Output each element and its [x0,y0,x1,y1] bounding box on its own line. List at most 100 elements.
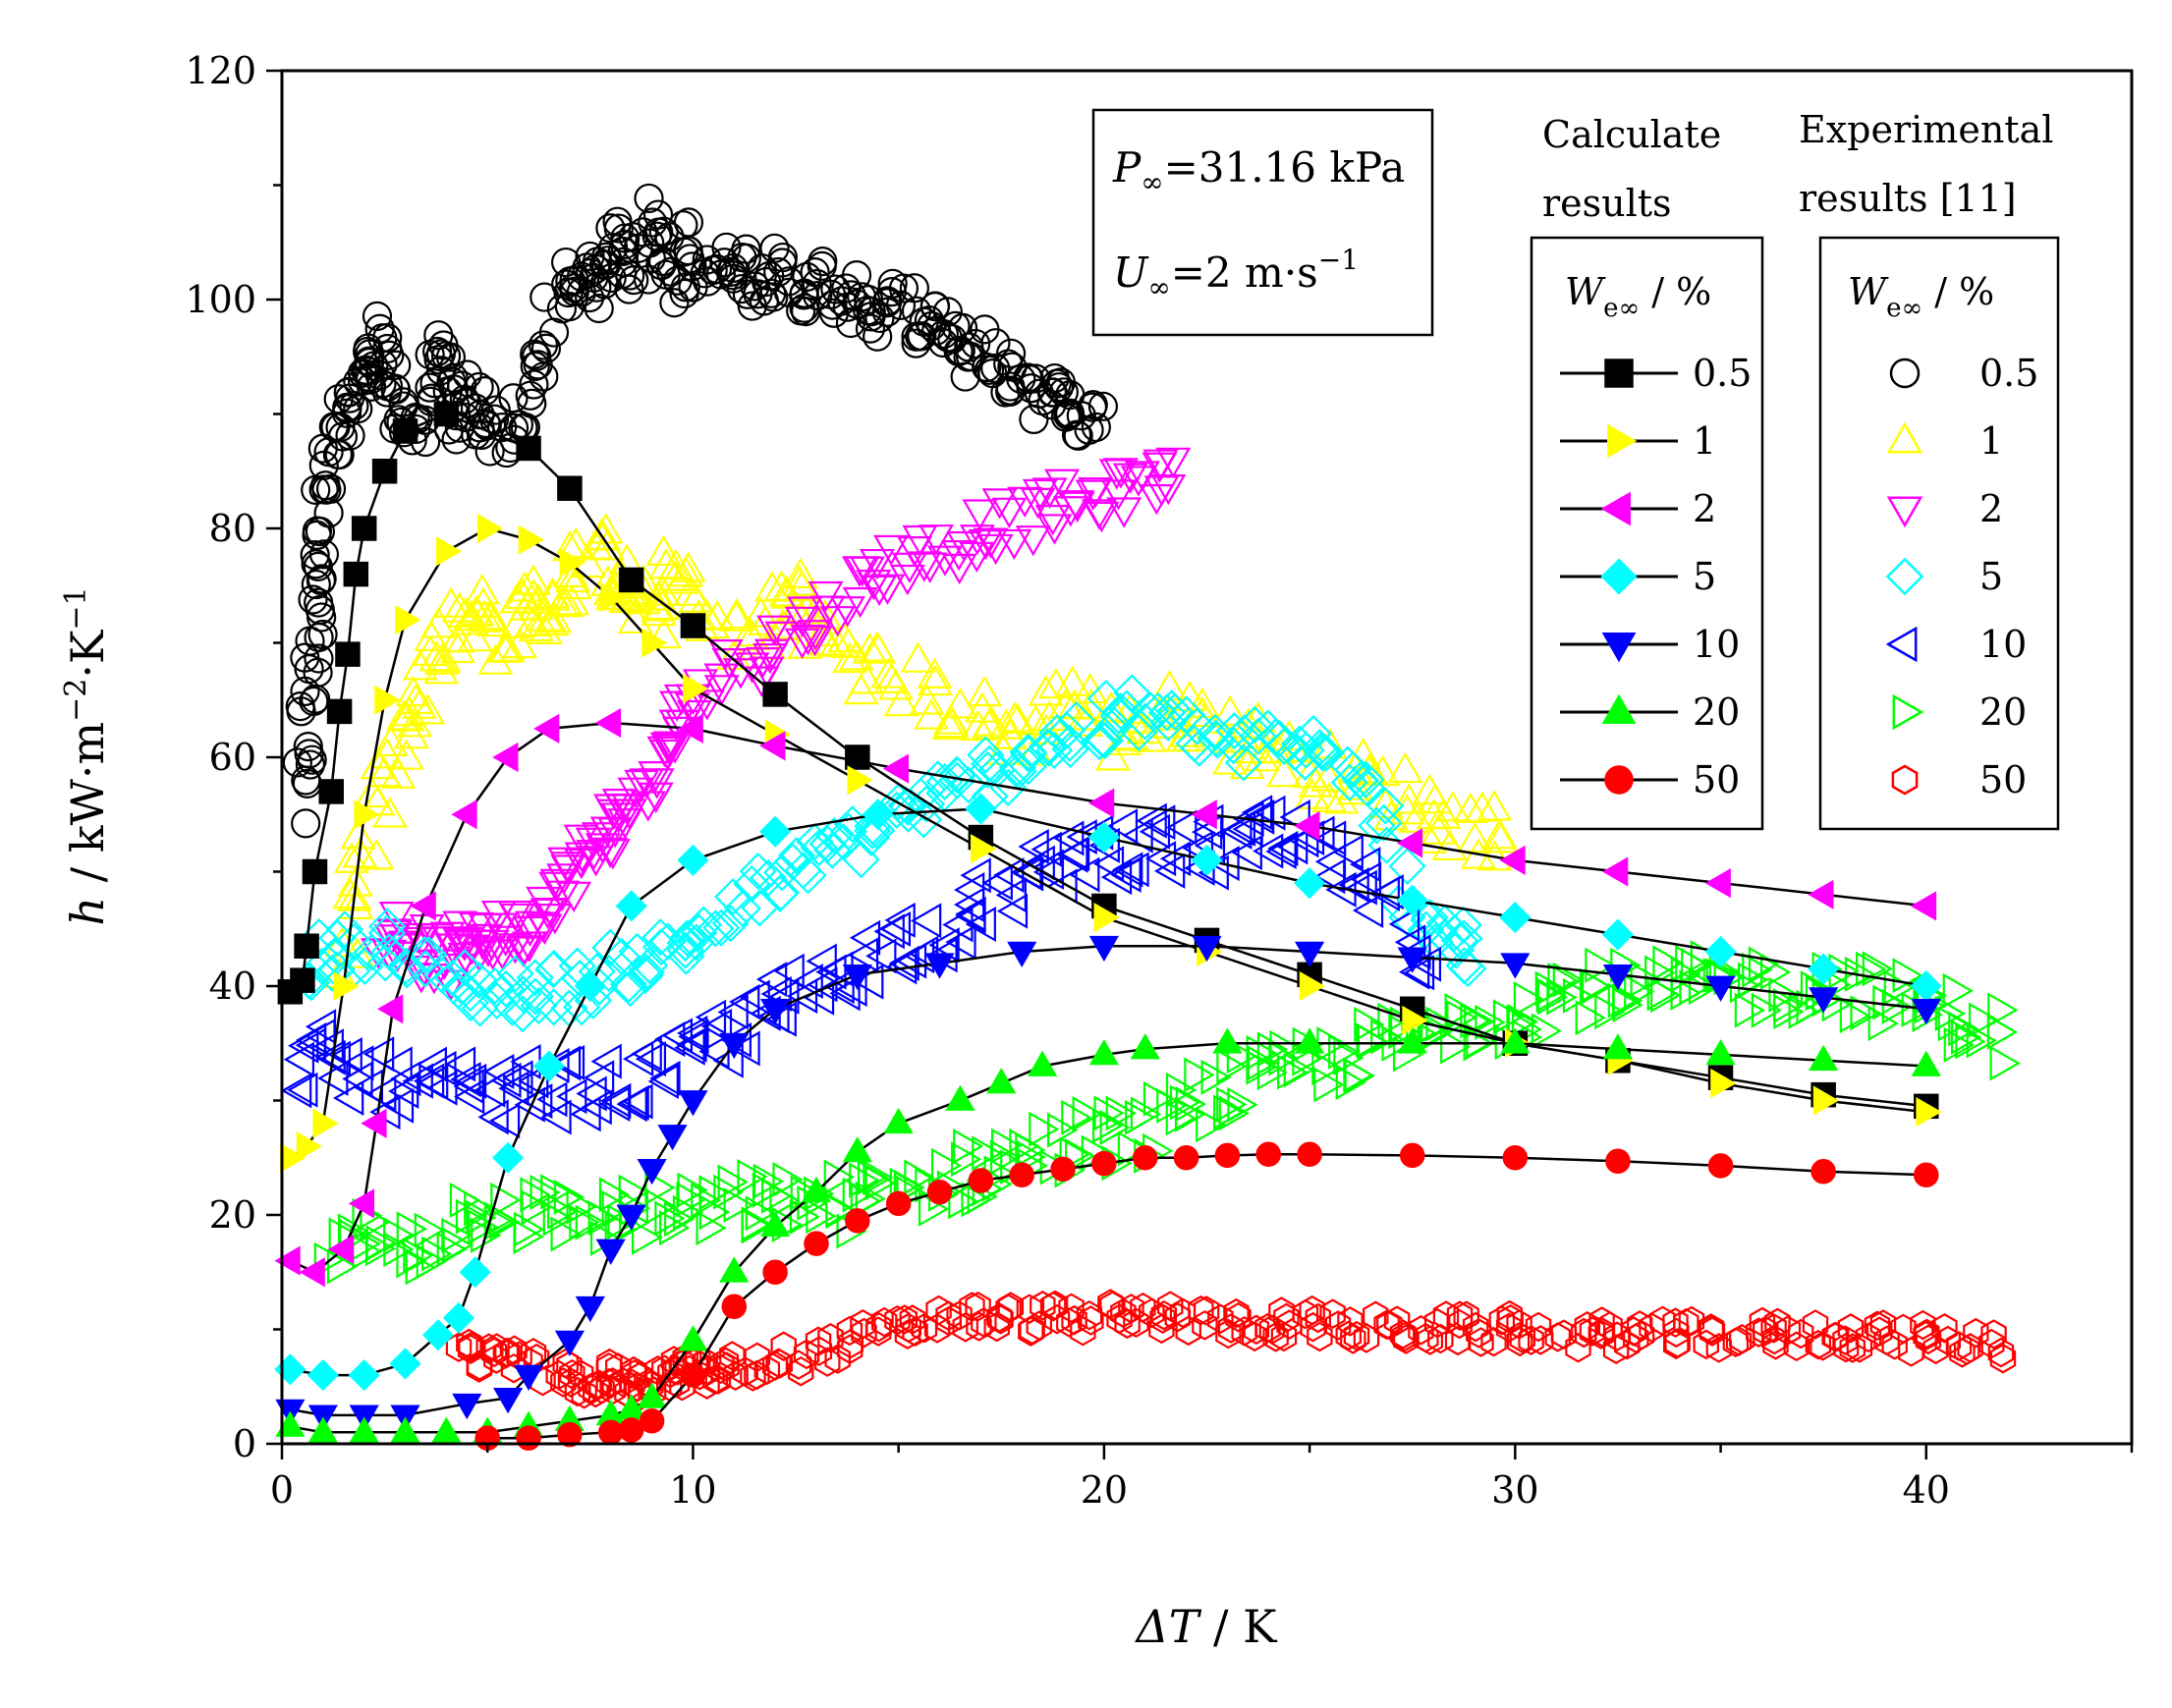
exp-point-0.5 [1019,404,1049,435]
exp-point-2 [1081,499,1117,530]
exp-point-50 [1193,1295,1220,1326]
exp-point-10 [879,910,912,947]
calc-point-5 [459,1256,491,1289]
exp-point-20 [713,1174,745,1210]
exp-legend-marker [1886,496,1923,528]
calc-point-0.5 [516,435,541,462]
exp-point-0.5 [807,250,837,281]
exp-point-20 [1440,1028,1472,1065]
exp-point-10 [1106,808,1139,845]
exp-point-0.5 [298,584,328,615]
exp-point-50 [1910,1309,1936,1341]
exp-point-2 [605,793,641,825]
exp-series-2 [361,447,1192,1002]
exp-point-1 [380,757,417,789]
exp-point-2 [575,827,611,858]
exp-point-50 [793,1339,820,1370]
exp-point-50 [1373,1309,1400,1341]
exp-point-1 [883,685,919,717]
exp-point-10 [453,1078,485,1115]
calc-legend-item: 10 [1560,623,1740,666]
calc-point-2 [1910,891,1937,921]
exp-point-2 [416,964,452,995]
calc-point-10 [513,1364,544,1392]
exp-point-1 [340,818,376,850]
exp-point-1 [718,600,754,632]
exp-point-20 [468,1209,499,1245]
exp-point-50 [814,1347,841,1377]
calc-point-5 [1087,821,1120,854]
calc-point-20 [1911,1050,1941,1076]
exp-point-10 [319,1040,351,1076]
exp-point-5 [516,959,554,997]
exp-point-0.5 [673,207,704,238]
exp-point-5 [1099,696,1138,735]
exp-point-2 [1139,484,1175,516]
calc-line-10 [290,944,1926,1417]
exp-point-1 [342,837,378,868]
exp-point-5 [1449,950,1487,988]
exp-point-50 [1217,1313,1245,1344]
exp-point-1 [999,702,1035,734]
exp-point-50 [1810,1331,1836,1361]
exp-point-20 [416,1243,447,1280]
exp-point-20 [1536,979,1569,1016]
exp-point-0.5 [800,257,830,288]
calc-point-1 [476,513,504,544]
exp-point-20 [1377,1002,1409,1038]
calc-point-2 [1499,845,1526,875]
calc-point-50 [1810,1158,1836,1185]
calc-point-50 [1502,1145,1529,1171]
exp-point-2 [1059,490,1095,522]
exp-point-50 [1446,1300,1474,1331]
exp-point-50 [1839,1333,1866,1363]
exp-point-50 [824,1344,851,1374]
calc-legend-label: 5 [1693,555,1716,598]
exp-point-20 [490,1182,522,1218]
calc-point-50 [804,1231,829,1256]
exp-point-20 [1247,1045,1279,1081]
exp-point-50 [1881,1330,1908,1360]
exp-point-10 [502,1060,533,1096]
x-axis-ticks: 0 10 20 30 40 [270,1444,2134,1512]
calc-point-2 [759,731,786,761]
exp-point-10 [1352,892,1384,928]
exp-point-50 [457,1334,484,1364]
calc-legend-item: 1 [1560,419,1716,463]
exp-point-50 [865,1311,892,1343]
exp-point-20 [1061,1099,1092,1135]
exp-point-50 [1980,1319,2007,1350]
exp-legend-item: 0.5 [1889,352,2038,395]
exp-point-10 [1122,817,1153,854]
exp-point-0.5 [362,301,393,332]
calc-point-50 [1255,1141,1282,1168]
exp-point-50 [712,1347,740,1378]
exp-point-5 [1307,734,1345,772]
exp-point-1 [393,717,429,749]
exp-point-10 [865,938,897,974]
exp-point-0.5 [659,288,690,318]
exp-point-50 [891,1304,918,1335]
exp-point-1 [960,709,996,742]
exp-point-2 [962,499,998,530]
exp-point-20 [520,1177,551,1213]
exp-point-10 [283,1041,315,1077]
calc-point-20 [1295,1027,1325,1054]
x-axis-title: ΔT / K [1134,1600,1278,1653]
exp-point-20 [1227,1086,1258,1123]
exp-point-50 [1760,1313,1787,1344]
exp-point-2 [707,639,744,671]
exp-point-0.5 [470,376,500,407]
calc-point-50 [618,1417,644,1443]
exp-point-50 [1319,1298,1346,1329]
exp-point-2 [797,620,833,651]
exp-point-0.5 [487,413,518,443]
exp-point-50 [1864,1310,1891,1342]
exp-point-5 [1358,806,1396,845]
exp-point-50 [458,1331,484,1362]
exp-point-5 [461,989,499,1027]
calc-point-2 [882,753,910,784]
exp-point-0.5 [603,213,634,244]
exp-point-10 [362,1036,395,1073]
exp-point-50 [851,1317,877,1349]
